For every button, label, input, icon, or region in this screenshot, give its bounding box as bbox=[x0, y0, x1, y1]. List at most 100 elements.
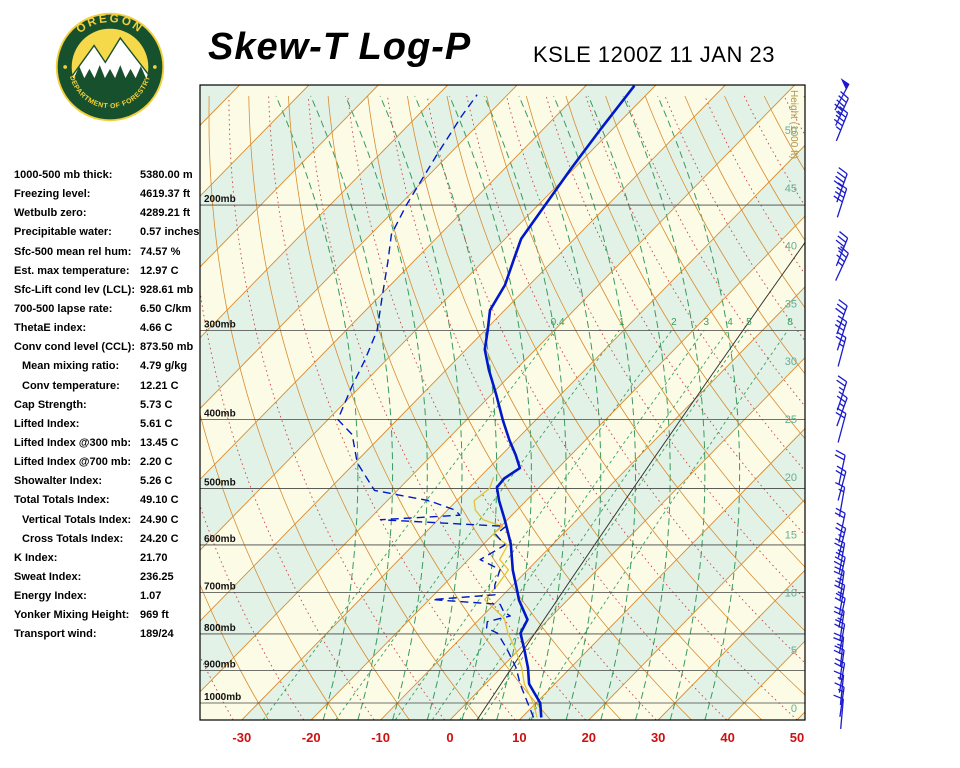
barb-full-tick bbox=[835, 239, 845, 248]
dry-adiabat-line bbox=[367, 95, 692, 720]
barb-half-tick bbox=[837, 591, 844, 595]
isotherm-line bbox=[310, 215, 805, 720]
height-axis-tick-label: 20 bbox=[785, 472, 797, 484]
temperature-trace bbox=[483, 85, 636, 718]
barb-full-tick bbox=[833, 649, 844, 656]
stat-row: Wetbulb zero: 4289.21 ft bbox=[14, 205, 210, 224]
barb-full-tick bbox=[836, 522, 846, 530]
wind-barb bbox=[834, 537, 846, 573]
stat-value: 0.57 inches bbox=[140, 226, 200, 239]
barb-full-tick bbox=[836, 395, 846, 403]
isotherm-band bbox=[200, 85, 805, 720]
temp-axis-tick-label: -10 bbox=[371, 730, 390, 745]
barb-half-tick bbox=[838, 342, 844, 347]
temp-axis-tick-label: 40 bbox=[720, 730, 734, 745]
stat-value: 2.20 C bbox=[140, 456, 173, 469]
stat-value: 12.21 C bbox=[140, 379, 179, 392]
isotherm-line bbox=[200, 85, 518, 410]
wind-barb bbox=[833, 551, 846, 587]
wind-barb bbox=[834, 90, 849, 126]
barb-full-tick bbox=[834, 606, 845, 612]
dry-adiabat-line bbox=[200, 412, 340, 720]
stat-row: Freezing level: 4619.37 ft bbox=[14, 186, 210, 205]
dry-adiabat-line bbox=[80, 96, 198, 720]
stat-row: Total Totals Index: 49.10 C bbox=[14, 492, 210, 511]
dry-adiabat-dotted-line bbox=[57, 96, 162, 720]
isotherm-band bbox=[0, 85, 170, 720]
stat-label: Cross Totals Index: bbox=[22, 532, 124, 545]
height-axis-tick-label: 0 bbox=[791, 703, 797, 715]
wind-barb bbox=[834, 657, 846, 693]
stat-value: 13.45 C bbox=[140, 436, 179, 449]
barb-half-tick bbox=[835, 126, 842, 131]
barb-staff bbox=[838, 598, 846, 628]
barb-full-tick bbox=[835, 527, 845, 534]
barb-full-tick bbox=[838, 95, 847, 104]
barb-half-tick bbox=[837, 549, 844, 553]
dry-adiabat-line bbox=[486, 95, 805, 632]
dry-adiabat-line bbox=[605, 95, 805, 440]
height-axis-tick-label: 40 bbox=[785, 241, 797, 253]
wind-barb bbox=[834, 507, 846, 543]
stat-label: 700-500 lapse rate: bbox=[14, 302, 113, 315]
dry-adiabat-line bbox=[0, 96, 57, 720]
barb-half-tick bbox=[837, 246, 843, 252]
barb-staff bbox=[839, 650, 845, 680]
height-axis-tick-label: 5 bbox=[791, 645, 797, 657]
dry-adiabat-line bbox=[327, 95, 622, 720]
isotherm-line bbox=[200, 85, 657, 551]
stat-value: 21.70 bbox=[140, 551, 168, 564]
barb-full-tick bbox=[834, 481, 845, 488]
wind-barb bbox=[834, 481, 846, 517]
wind-barb-column bbox=[833, 78, 850, 729]
wind-barb bbox=[835, 231, 849, 267]
barb-half-tick bbox=[835, 110, 841, 116]
barb-staff bbox=[838, 513, 846, 543]
barb-full-tick bbox=[837, 182, 848, 190]
stat-value: 969 ft bbox=[140, 609, 169, 622]
isotherm-line bbox=[200, 85, 449, 339]
stat-label: Conv temperature: bbox=[22, 379, 120, 392]
barb-full-tick bbox=[833, 610, 844, 617]
barb-full-tick bbox=[834, 324, 845, 332]
wind-barb bbox=[833, 182, 848, 218]
barb-full-tick bbox=[833, 637, 844, 643]
barb-staff bbox=[839, 687, 845, 717]
dry-adiabat-dotted-line bbox=[10, 96, 93, 720]
pressure-label: 300mb bbox=[204, 319, 236, 330]
pressure-label: 1000mb bbox=[204, 692, 241, 703]
barb-flag bbox=[840, 78, 850, 90]
logo-forest bbox=[73, 65, 147, 80]
height-axis-title: Height (1000 ft) bbox=[788, 90, 799, 159]
barb-full-tick bbox=[834, 542, 845, 549]
stat-value: 4.66 C bbox=[140, 322, 173, 335]
barb-full-tick bbox=[835, 449, 846, 456]
barb-full-tick bbox=[840, 90, 849, 99]
stat-value: 12.97 C bbox=[140, 264, 179, 277]
background-grid bbox=[0, 85, 805, 720]
dry-adiabat-line bbox=[724, 95, 805, 242]
barb-staff bbox=[835, 98, 849, 126]
barb-full-tick bbox=[835, 175, 845, 184]
isotherm-line bbox=[0, 85, 31, 720]
stat-label: Conv cond level (CCL): bbox=[14, 341, 136, 354]
height-axis-tick-label: 30 bbox=[785, 356, 797, 368]
mixing-ratio-label: 2 bbox=[671, 317, 677, 328]
axis-labels: -30 -20 -10 0 10 20 30 40 5005101520253035404550… bbox=[232, 90, 804, 745]
wind-barb bbox=[835, 331, 847, 367]
barb-full-tick bbox=[834, 597, 845, 604]
barb-full-tick bbox=[839, 231, 849, 239]
dry-adiabat-line bbox=[200, 583, 269, 720]
barb-staff bbox=[835, 112, 849, 142]
stat-row: Est. max temperature: 12.97 C bbox=[14, 263, 210, 282]
mixing-ratio-label: 5 bbox=[746, 317, 752, 328]
temp-axis-tick-label: -30 bbox=[232, 730, 251, 745]
dry-adiabat-dotted-line bbox=[585, 95, 805, 472]
barb-full-tick bbox=[836, 171, 846, 179]
wind-barb bbox=[836, 375, 848, 411]
dry-adiabat-dotted-line bbox=[387, 95, 728, 720]
isotherm-band bbox=[797, 711, 805, 720]
mixing-ratio-line bbox=[459, 329, 729, 720]
wind-barb bbox=[835, 299, 848, 335]
temp-axis-tick-label: 50 bbox=[790, 730, 804, 745]
